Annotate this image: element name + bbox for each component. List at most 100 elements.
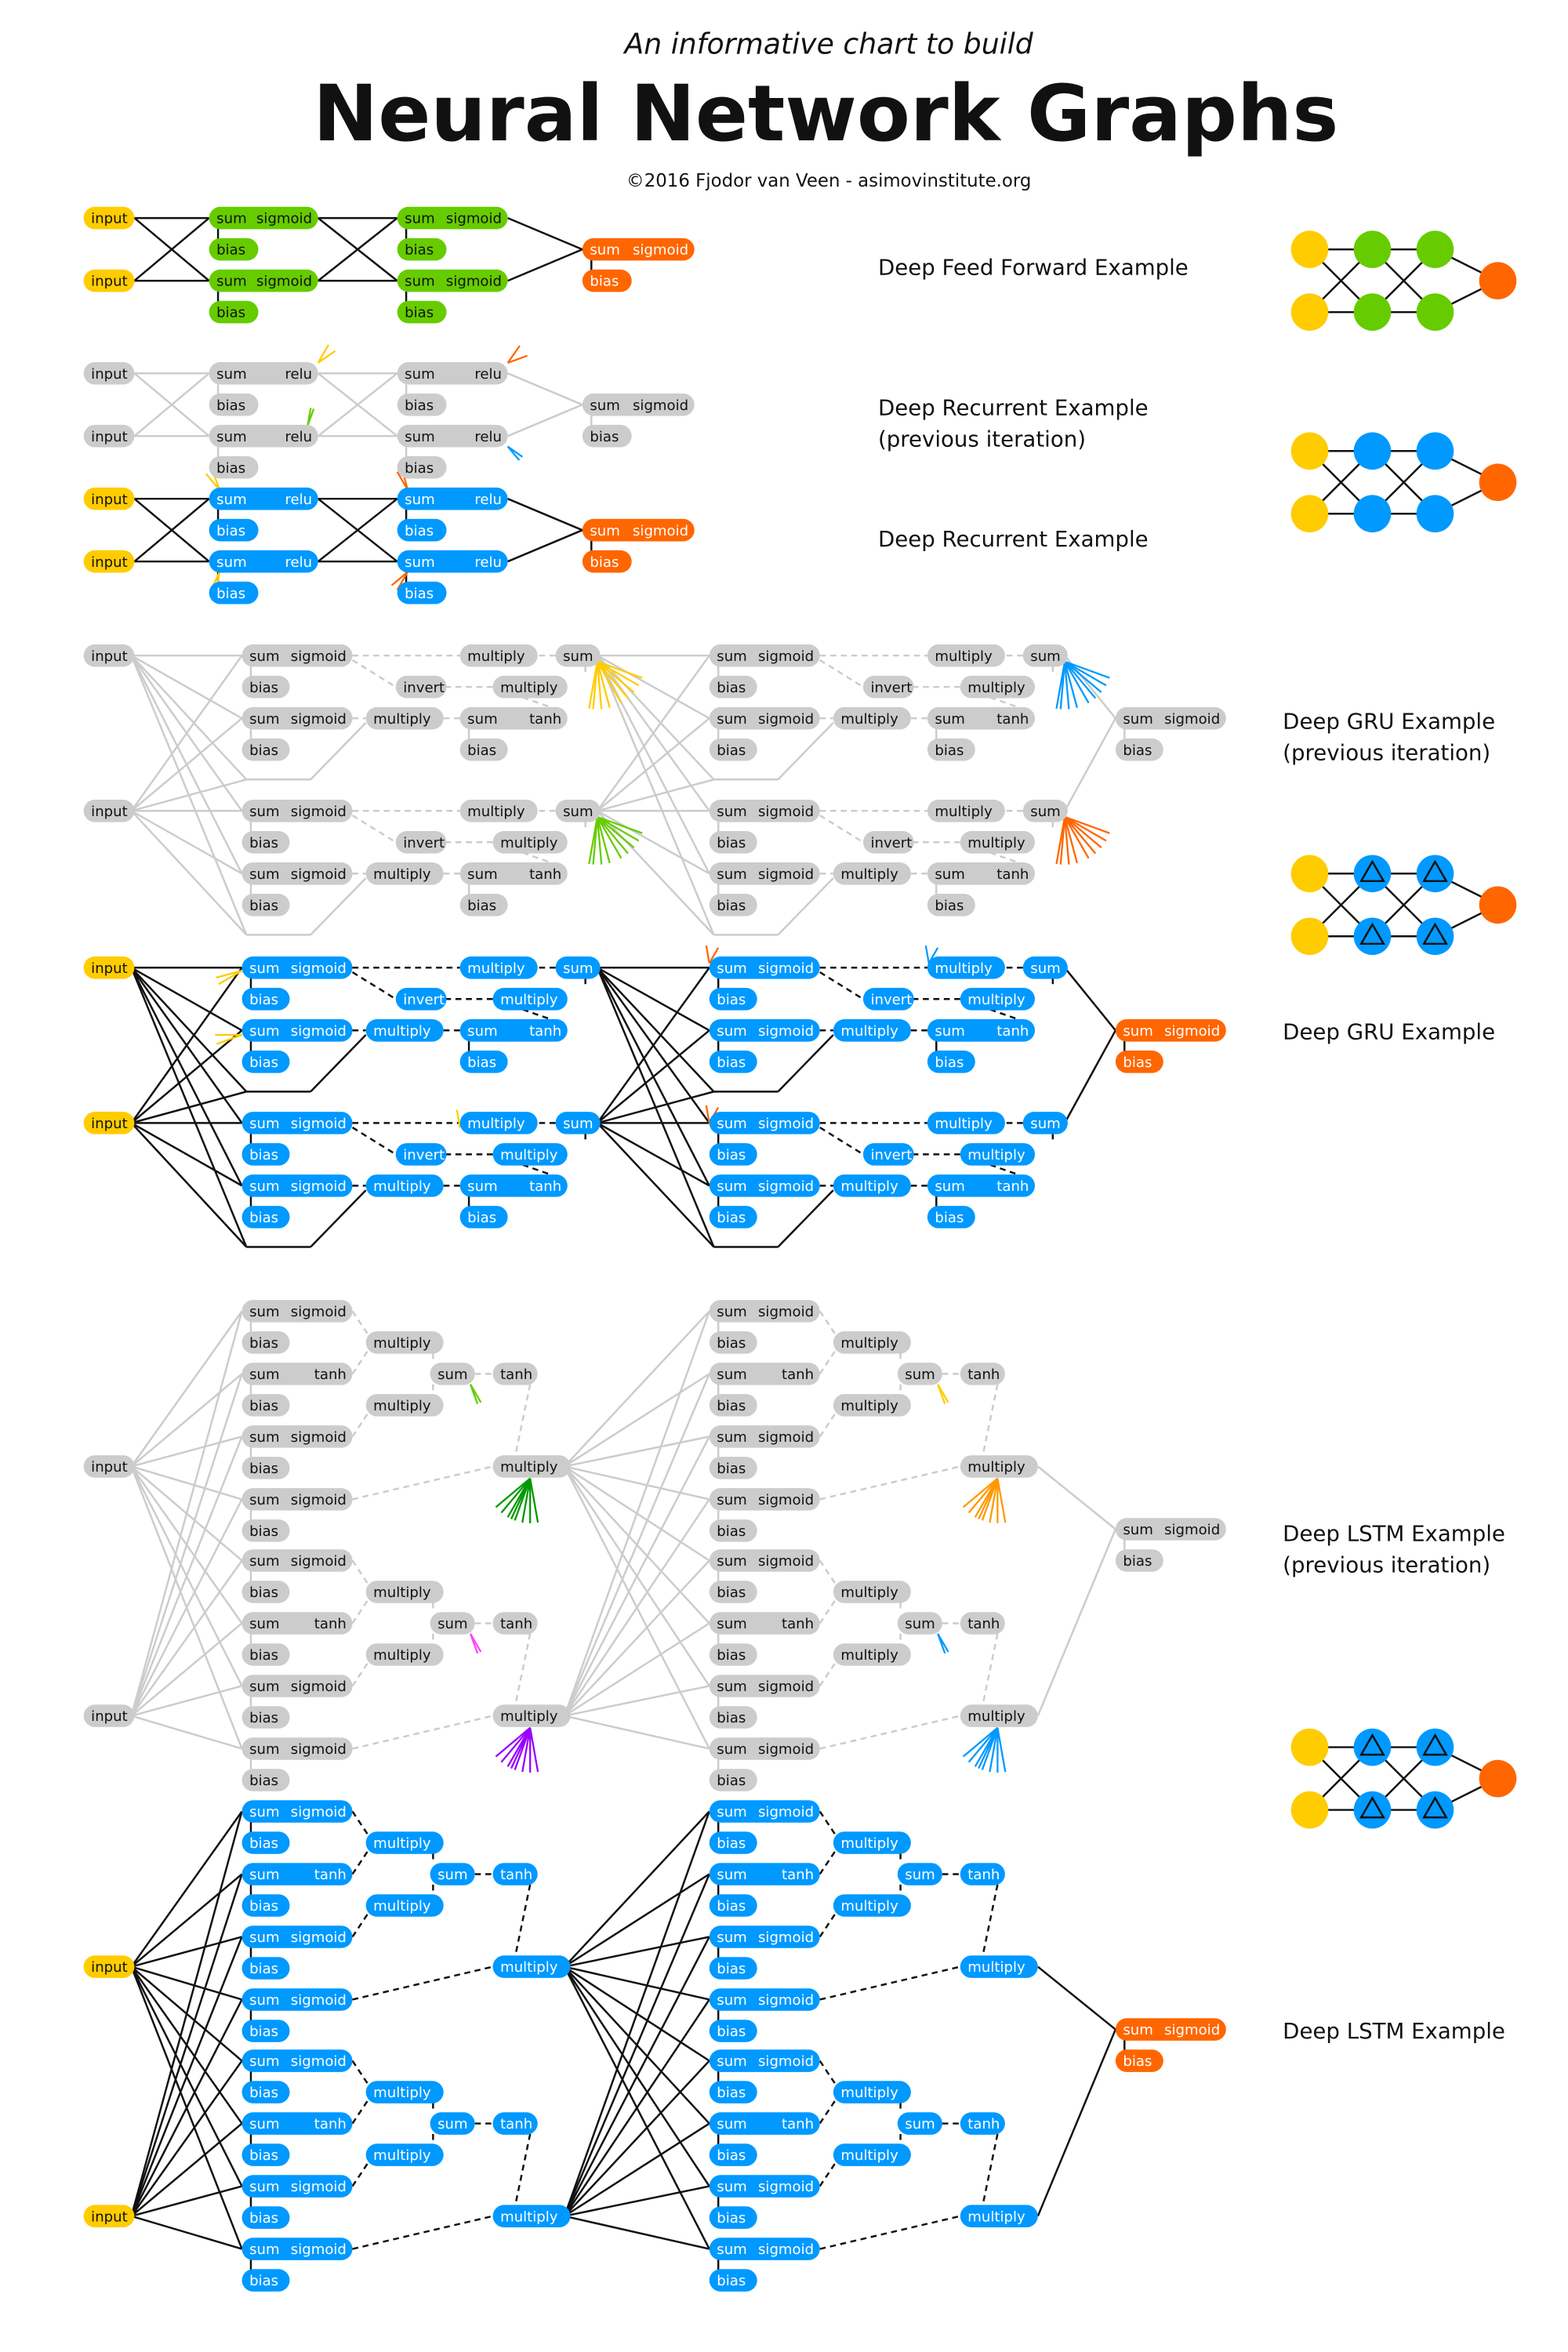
input-node-label: input bbox=[91, 1708, 128, 1725]
bias-node-shape bbox=[241, 1457, 290, 1479]
multiply-node-shape bbox=[492, 1955, 571, 1978]
gate-node: sum sigmoid bbox=[709, 800, 820, 822]
gate-node-shape bbox=[241, 1488, 353, 1511]
bias-node: bias bbox=[241, 894, 290, 916]
recurrent-connection-spray bbox=[507, 354, 528, 364]
hidden-node-label: sum bbox=[405, 429, 435, 445]
multiply-node-shape bbox=[365, 1894, 444, 1917]
connection-line bbox=[514, 2133, 532, 2206]
bias-node: bias bbox=[709, 894, 757, 916]
multiply-node-shape bbox=[960, 831, 1035, 854]
bias-node: bias bbox=[709, 2020, 757, 2042]
connection-line bbox=[522, 851, 554, 865]
bias-node-label: bias bbox=[249, 1584, 278, 1601]
gate-node: sum sigmoid bbox=[241, 644, 353, 667]
bias-node-label: bias bbox=[717, 2085, 746, 2101]
output-node-label: sum bbox=[1123, 1023, 1153, 1040]
multiply-node-label: multiply bbox=[467, 960, 525, 977]
connection-line bbox=[130, 1310, 243, 1468]
multiply-node: multiply bbox=[960, 2205, 1038, 2227]
gate-node-shape bbox=[709, 1112, 820, 1134]
multiply-node: multiply bbox=[833, 1894, 911, 1917]
gate-node-shape bbox=[709, 2112, 820, 2135]
gate-node-label: sum bbox=[717, 1553, 747, 1570]
gate-node-label: sum bbox=[249, 1992, 279, 2009]
sum-node: sum bbox=[555, 644, 601, 667]
gate-node-label: sum bbox=[717, 1929, 747, 1946]
bias-node: bias bbox=[459, 894, 508, 916]
output-node-activation: sigmoid bbox=[1164, 711, 1220, 728]
output-node-label: sum bbox=[590, 242, 619, 259]
recurrent-connection-spray bbox=[1064, 661, 1097, 699]
connection-line bbox=[597, 1091, 714, 1124]
recurrent-connection-spray bbox=[596, 661, 622, 704]
sum-node: sum bbox=[555, 1112, 601, 1134]
bias-node-shape bbox=[397, 518, 447, 542]
connection-line bbox=[819, 971, 864, 1000]
multiply-node-label: multiply bbox=[840, 1398, 898, 1414]
multiply-node-shape bbox=[833, 1581, 911, 1603]
input-node-shape bbox=[83, 206, 135, 230]
gate-node-label: sum bbox=[249, 648, 279, 665]
bias-node: bias bbox=[397, 238, 447, 261]
sum-node-shape bbox=[1022, 644, 1068, 667]
recurrent-connection-spray bbox=[521, 1478, 532, 1523]
output-bias-node: bias bbox=[1115, 2049, 1163, 2072]
recurrent-connection-spray bbox=[981, 1727, 999, 1770]
connection-line bbox=[777, 1034, 834, 1093]
output-bias-node: bias bbox=[1115, 1549, 1163, 1572]
connection-line bbox=[130, 1810, 243, 1968]
gate-node: sum sigmoid bbox=[709, 1300, 820, 1323]
gate-node-shape bbox=[241, 1549, 353, 1572]
multiply-node-label: multiply bbox=[373, 1023, 431, 1040]
recurrent-connection-spray bbox=[596, 661, 603, 710]
bias-node: bias bbox=[241, 1457, 290, 1479]
connection-line bbox=[507, 498, 583, 532]
connection-line bbox=[819, 814, 864, 844]
gate-node-label: sum bbox=[717, 1867, 747, 1883]
tanh-node-label: sum bbox=[467, 1023, 498, 1040]
tanh-node-shape bbox=[492, 1612, 538, 1635]
gate-node: sum sigmoid bbox=[241, 1737, 353, 1760]
hidden-node: sum sigmoid bbox=[209, 206, 318, 230]
sum-node-label: sum bbox=[905, 1367, 935, 1383]
bias-node: bias bbox=[241, 1894, 290, 1917]
bias-node-shape bbox=[709, 1706, 757, 1729]
recurrent-connection-spray bbox=[1063, 816, 1070, 865]
invert-node-label: invert bbox=[870, 992, 912, 1008]
input-node: input bbox=[83, 424, 135, 448]
multiply-node-shape bbox=[833, 1174, 911, 1197]
multiply-node-shape bbox=[492, 1455, 571, 1478]
hidden-node-activation: relu bbox=[285, 366, 312, 383]
tanh-node-label: sum bbox=[935, 1178, 965, 1195]
multiply-node: multiply bbox=[492, 1143, 568, 1166]
gate-node-activation: sigmoid bbox=[758, 1116, 814, 1132]
gate-node: sum sigmoid bbox=[709, 1019, 820, 1042]
output-node-activation: sigmoid bbox=[633, 242, 688, 259]
bias-node-shape bbox=[209, 581, 259, 604]
bias-node-label: bias bbox=[216, 242, 245, 259]
gate-node-shape bbox=[709, 644, 820, 667]
gate-node-shape bbox=[241, 1019, 353, 1042]
multiply-node-label: multiply bbox=[840, 2085, 898, 2101]
input-node: input bbox=[83, 644, 135, 667]
hidden-node-label: sum bbox=[216, 492, 246, 508]
connection-line bbox=[777, 1189, 834, 1248]
output-bias-node-shape bbox=[1115, 1549, 1163, 1572]
tanh-node-label: sum bbox=[467, 711, 498, 728]
gate-node-shape bbox=[241, 2238, 353, 2260]
connection-line bbox=[563, 1998, 710, 2217]
hidden-node-label: sum bbox=[216, 211, 246, 227]
multiply-node-label: multiply bbox=[935, 648, 993, 665]
gate-node-shape bbox=[241, 1174, 353, 1197]
invert-node: invert bbox=[862, 988, 914, 1011]
gate-node: sum sigmoid bbox=[709, 1926, 820, 1948]
hidden-node: sum relu bbox=[397, 550, 508, 573]
gate-node: sum sigmoid bbox=[241, 706, 353, 730]
connection-line bbox=[351, 814, 397, 844]
bias-node: bias bbox=[209, 518, 259, 542]
bias-node-shape bbox=[459, 894, 508, 916]
bias-node-shape bbox=[709, 1394, 757, 1417]
input-node-label: input bbox=[91, 2209, 128, 2225]
gate-node-label: sum bbox=[249, 1804, 279, 1820]
